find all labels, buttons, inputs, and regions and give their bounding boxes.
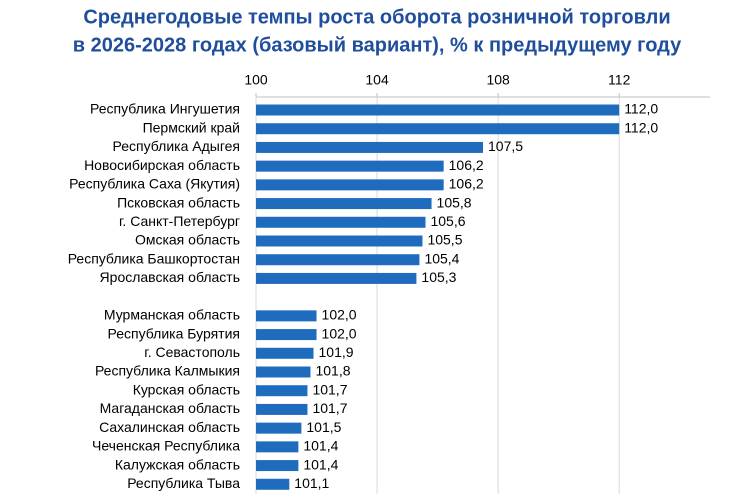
data-label: 101,8 [315,363,350,379]
data-label: 101,4 [303,456,338,472]
bar [256,179,444,191]
y-tick-label: Новосибирская область [84,157,240,173]
chart-title: Среднегодовые темпы роста оборота рознич… [83,6,670,28]
y-tick-label: Чеченская Республика [92,438,240,454]
data-label: 101,5 [306,419,341,435]
bar [256,422,302,434]
bar [256,441,299,453]
x-tick-label: 108 [486,72,510,88]
y-tick-label: Магаданская область [100,400,240,416]
y-tick-label: Сахалинская область [99,419,240,435]
x-tick-label: 100 [244,72,268,88]
y-tick-label: Ярославская область [100,269,240,285]
bar [256,310,317,322]
data-label: 106,2 [449,176,484,192]
data-label: 101,1 [294,475,329,491]
bar [256,329,317,341]
data-label: 112,0 [624,119,658,135]
bar [256,347,314,359]
data-label: 112,0 [624,101,658,117]
bar [256,216,426,228]
data-label: 105,8 [437,194,472,210]
data-label: 105,6 [430,213,465,229]
y-tick-label: Пермский край [143,119,240,135]
x-tick-label: 112 [608,72,631,88]
y-tick-label: Республика Тыва [127,475,240,491]
y-tick-label: Республика Калмыкия [95,363,240,379]
data-label: 101,7 [312,400,347,416]
bar [256,160,444,172]
data-label: 102,0 [322,325,357,341]
y-tick-label: г. Санкт-Петербург [119,213,240,229]
x-tick-label: 104 [365,72,389,88]
data-label: 105,5 [427,232,462,248]
bar [256,254,420,266]
bar [256,272,417,284]
bar [256,141,483,153]
bar [256,198,432,210]
y-tick-label: Республика Башкортостан [68,250,240,266]
y-tick-label: Псковская область [117,194,240,210]
y-tick-label: Курская область [133,381,240,397]
data-label: 101,4 [303,438,338,454]
data-label: 105,3 [421,269,456,285]
y-tick-label: Республика Бурятия [108,325,240,341]
bar [256,478,290,490]
y-tick-label: Республика Ингушетия [90,101,240,117]
chart-title: в 2026-2028 годах (базовый вариант), % к… [73,34,682,56]
y-tick-label: г. Севастополь [144,344,240,360]
y-tick-label: Омская область [135,232,240,248]
data-label: 105,4 [424,250,459,266]
bar [256,366,311,378]
data-label: 106,2 [449,157,484,173]
y-tick-label: Калужская область [115,456,240,472]
bar [256,385,308,397]
data-label: 102,0 [322,307,357,323]
bar [256,403,308,415]
y-tick-label: Республика Саха (Якутия) [69,176,240,192]
bar [256,123,620,135]
y-tick-label: Республика Адыгея [113,138,240,154]
bar [256,104,620,116]
data-label: 101,7 [312,381,347,397]
data-label: 101,9 [319,344,354,360]
data-label: 107,5 [488,138,523,154]
y-tick-label: Мурманская область [104,307,240,323]
bar [256,460,299,472]
bar [256,235,423,247]
